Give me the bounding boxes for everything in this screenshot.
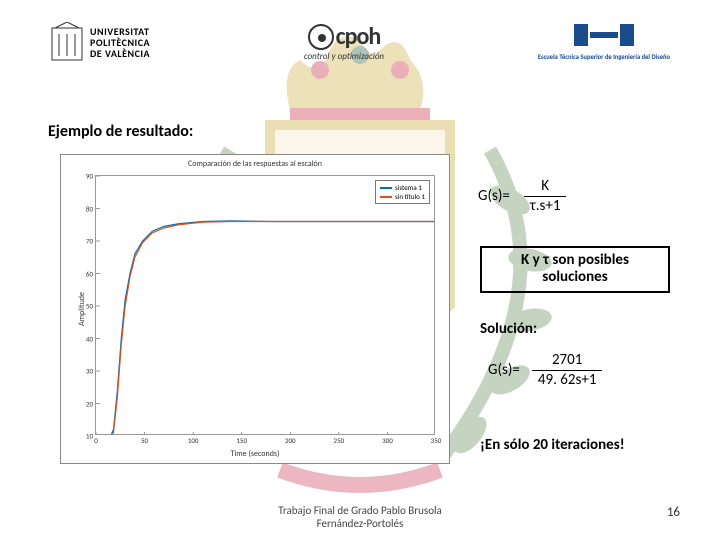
ytick-label: 90 [86,172,96,181]
ytick-label: 50 [86,302,96,311]
xtick-label: 100 [188,434,199,445]
ytick-label: 80 [86,204,96,213]
xtick-label: 150 [236,434,247,445]
xtick-label: 300 [382,434,393,445]
boxed-line1: K y τ son posibles [488,252,662,269]
formula2-den: 49. 62s+1 [532,371,603,389]
transfer-function-symbolic: G(s)= K τ.s+1 [478,178,566,214]
ytick-label: 70 [86,237,96,246]
formula2-lhs: G(s)= [488,361,520,379]
section-title: Ejemplo de resultado: [48,122,193,141]
ytick-label: 40 [86,334,96,343]
xtick-label: 0 [94,434,98,445]
logo-cpoh: cpoh control y optimización [304,22,384,62]
legend-entry: sin título 1 [380,192,425,201]
footer-line1: Trabajo Final de Grado Pablo Brusola [0,504,720,517]
transfer-function-numeric: G(s)= 2701 49. 62s+1 [488,352,602,388]
cpoh-sub: control y optimización [304,51,384,62]
upv-emblem-icon [50,22,84,62]
chart-title: Comparación de las respuestas al escalón [61,159,449,169]
formula1-den: τ.s+1 [524,197,567,215]
formula1-num: K [535,178,555,196]
iterations-note: ¡En sólo 20 iteraciones! [480,436,625,454]
chart-plot [96,176,434,434]
solution-label: Solución: [480,320,537,338]
logo-etsid: Escuela Técnica Superior de Ingeniería d… [538,24,670,61]
chart-legend: sistema 1sin título 1 [375,180,430,204]
formula1-lhs: G(s)= [478,187,510,205]
etsid-text: Escuela Técnica Superior de Ingeniería d… [538,53,670,61]
legend-entry: sistema 1 [380,183,425,192]
footer: Trabajo Final de Grado Pablo Brusola Fer… [0,504,720,530]
upv-line2: POLITÈCNICA [90,37,150,48]
xtick-label: 50 [141,434,148,445]
chart-axes: 102030405060708090 050100150200250300350… [95,175,435,435]
chart-xlabel: Time (seconds) [61,449,449,459]
formula2-num: 2701 [546,352,588,370]
cpoh-dot-icon [308,24,334,50]
header: UNIVERSITAT POLITÈCNICA DE VALÈNCIA cpoh… [50,12,670,72]
xtick-label: 350 [431,434,442,445]
ytick-label: 30 [86,367,96,376]
page-number: 16 [667,505,680,520]
etsid-shape-icon [574,24,634,46]
upv-line3: DE VALÈNCIA [90,48,150,59]
upv-line1: UNIVERSITAT [90,26,150,37]
ytick-label: 20 [86,399,96,408]
upv-text: UNIVERSITAT POLITÈCNICA DE VALÈNCIA [90,26,150,59]
xtick-label: 250 [334,434,345,445]
ytick-label: 60 [86,269,96,278]
boxed-note: K y τ son posibles soluciones [480,246,670,293]
footer-line2: Fernández-Portolés [0,517,720,530]
chart-frame: Comparación de las respuestas al escalón… [60,154,450,464]
xtick-label: 200 [285,434,296,445]
logo-upv: UNIVERSITAT POLITÈCNICA DE VALÈNCIA [50,22,150,62]
boxed-line2: soluciones [488,269,662,286]
cpoh-letters: cpoh [336,22,381,51]
